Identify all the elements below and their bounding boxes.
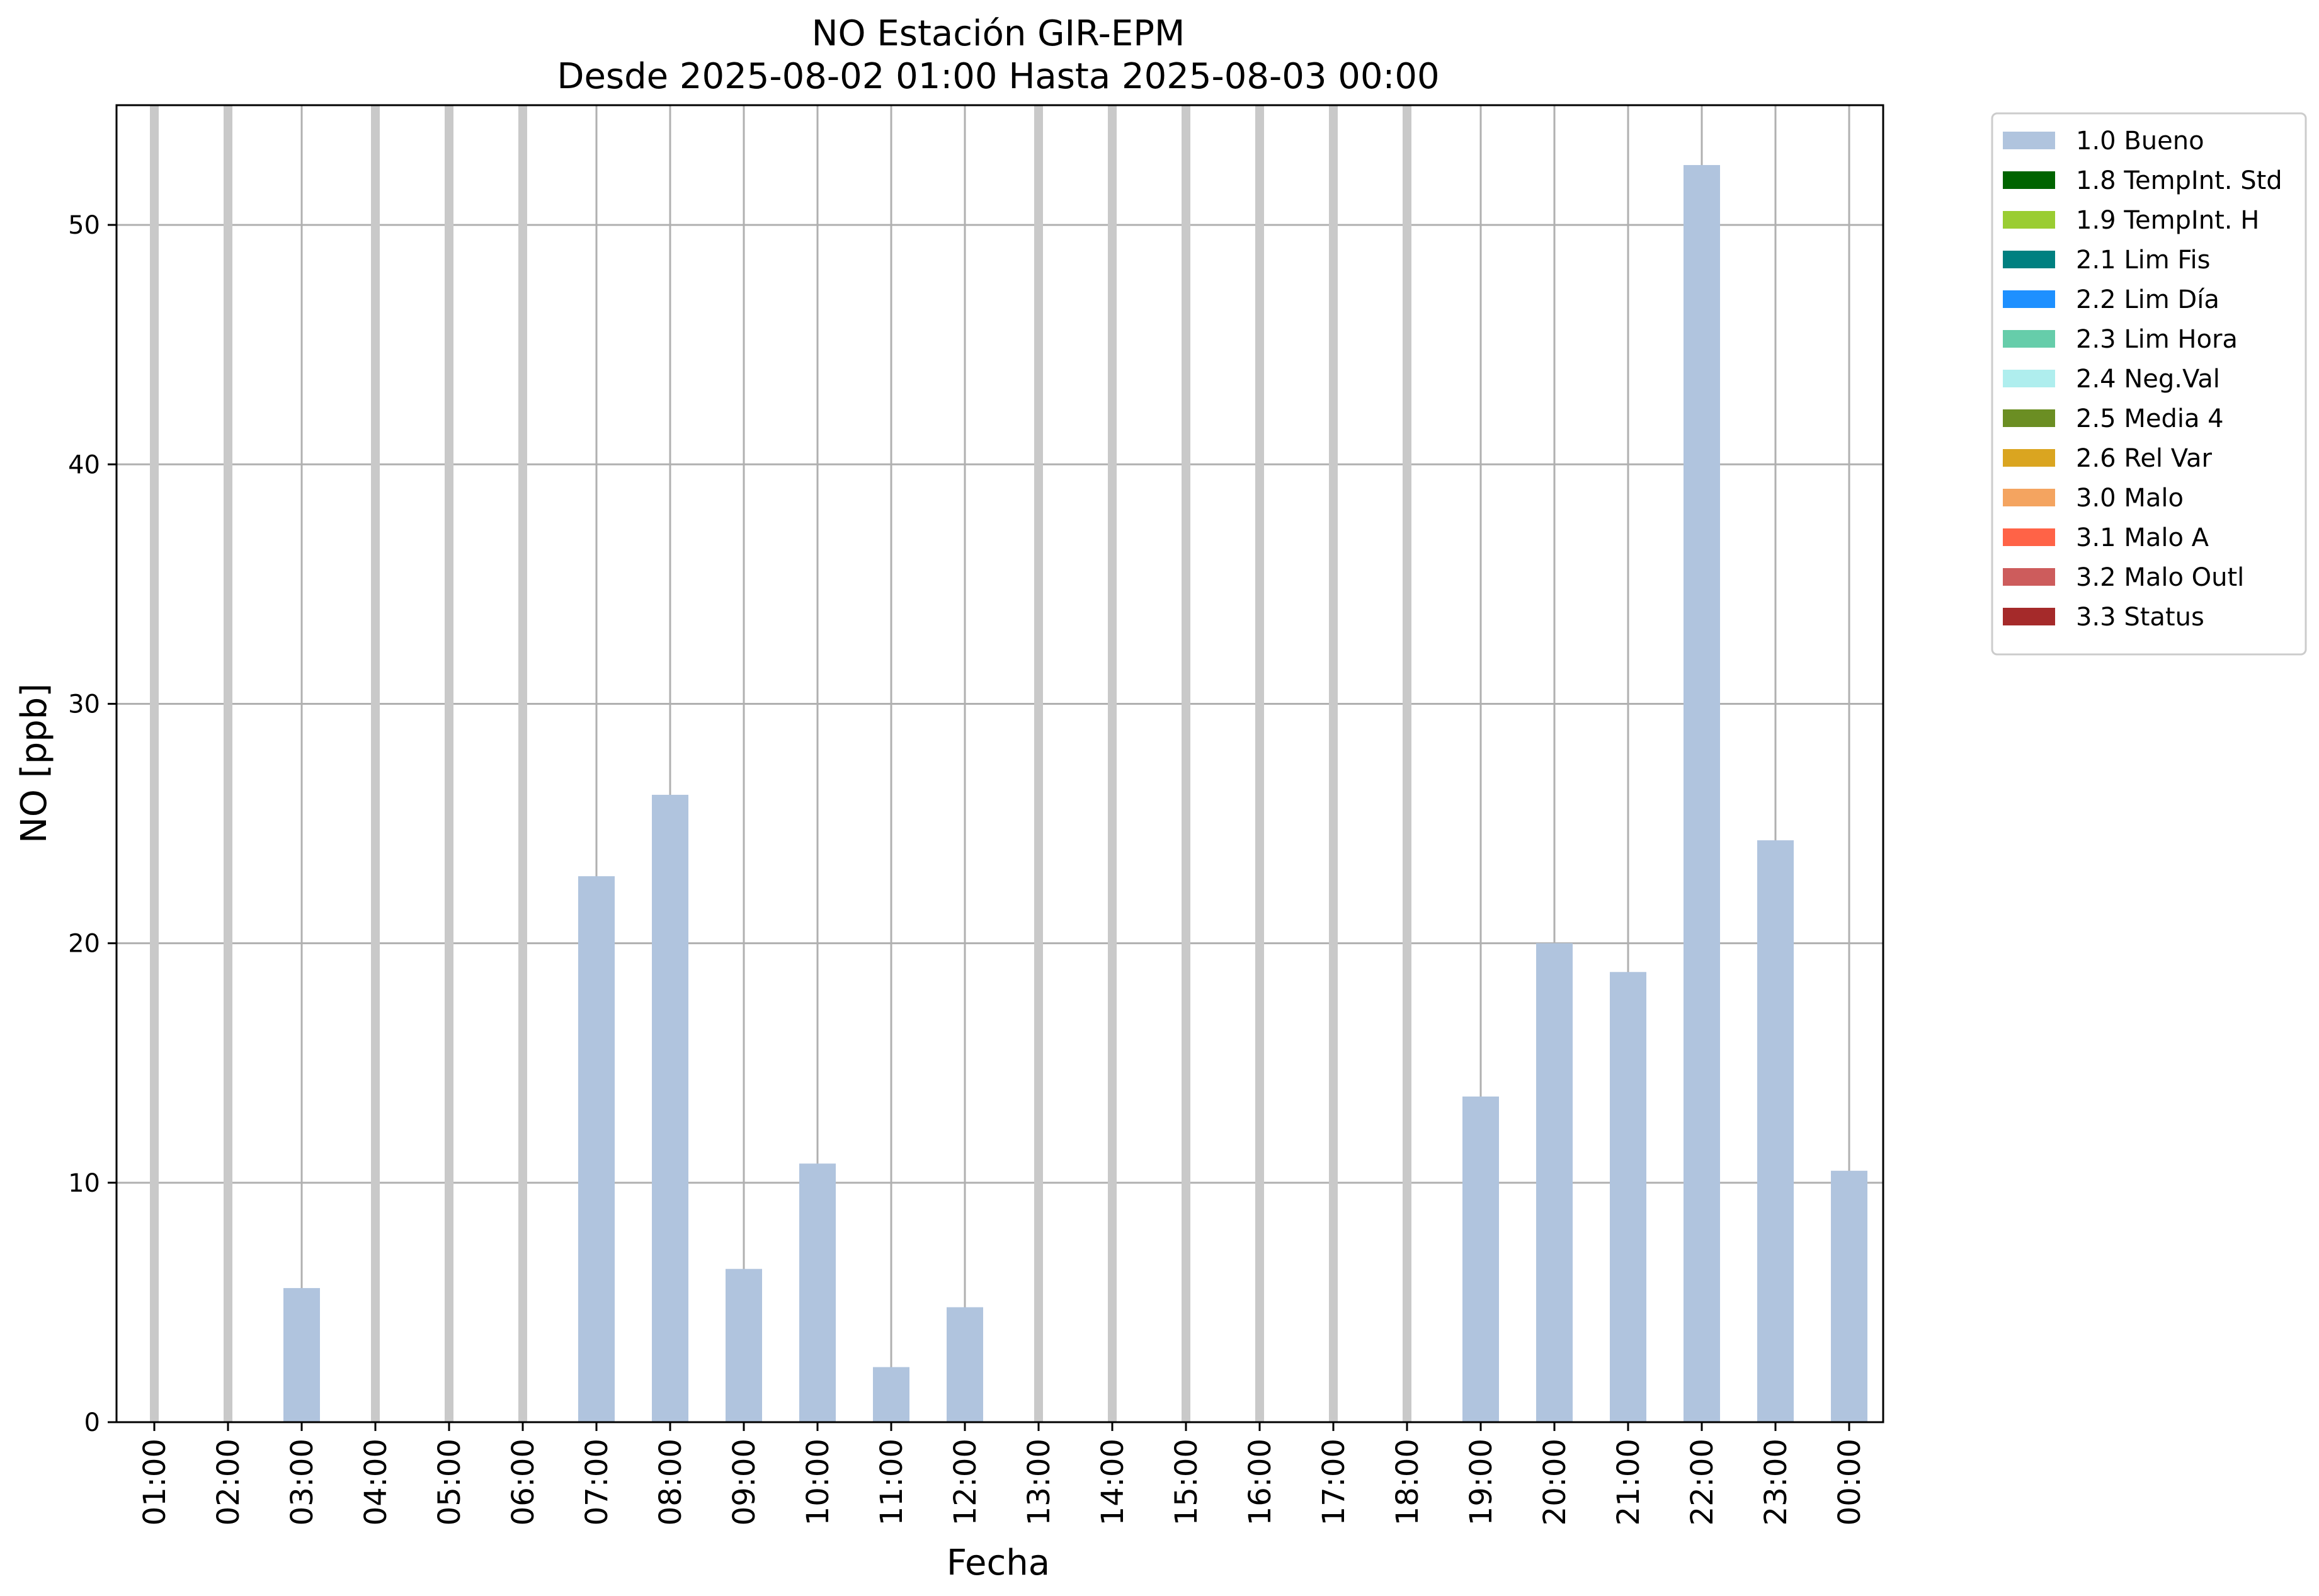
x-tick-label: 19:00	[1464, 1439, 1499, 1525]
bar	[1610, 972, 1646, 1422]
x-tick-label: 03:00	[285, 1439, 320, 1525]
x-tick-label: 15:00	[1169, 1439, 1204, 1525]
legend-swatch	[2003, 211, 2055, 229]
chart-subtitle: Desde 2025-08-02 01:00 Hasta 2025-08-03 …	[557, 56, 1439, 97]
missing-hour-marker	[1255, 105, 1264, 1422]
y-axis-title: NO [ppb]	[14, 683, 55, 843]
bar	[1757, 840, 1794, 1422]
legend-swatch	[2003, 370, 2055, 387]
bar	[283, 1288, 320, 1422]
x-tick-label: 13:00	[1022, 1439, 1057, 1525]
x-tick-label: 20:00	[1537, 1439, 1573, 1525]
bar	[1831, 1170, 1867, 1422]
legend-label: 2.2 Lim Día	[2076, 285, 2219, 314]
missing-hour-marker	[150, 105, 159, 1422]
x-tick-label: 11:00	[874, 1439, 909, 1525]
legend-label: 3.1 Malo A	[2076, 523, 2209, 552]
missing-hour-marker	[445, 105, 453, 1422]
x-tick-label: 10:00	[801, 1439, 836, 1525]
plot-background	[117, 105, 1883, 1422]
missing-hour-marker	[518, 105, 527, 1422]
missing-hour-marker	[1034, 105, 1043, 1422]
x-tick-label: 04:00	[358, 1439, 394, 1525]
legend-label: 2.4 Neg.Val	[2076, 365, 2220, 394]
missing-hour-marker	[371, 105, 380, 1422]
x-tick-label: 00:00	[1832, 1439, 1867, 1525]
y-tick-label: 40	[68, 450, 100, 479]
legend-label: 2.5 Media 4	[2076, 404, 2224, 433]
plot-border	[115, 104, 1884, 1423]
chart-title: NO Estación GIR-EPM	[812, 13, 1185, 54]
plot-frame	[115, 104, 1884, 1423]
y-tick-label: 30	[68, 690, 100, 719]
x-tick-label: 06:00	[506, 1439, 541, 1525]
legend-swatch	[2003, 568, 2055, 586]
legend-label: 1.8 TempInt. Std	[2076, 166, 2282, 195]
y-tick-label: 50	[68, 211, 100, 240]
legend-swatch	[2003, 330, 2055, 348]
legend-swatch	[2003, 251, 2055, 268]
missing-hour-marker	[224, 105, 232, 1422]
legend-swatch	[2003, 409, 2055, 427]
y-tick-label: 10	[68, 1169, 100, 1198]
bar	[1684, 165, 1720, 1423]
missing-hour-marker	[1329, 105, 1338, 1422]
bar	[947, 1307, 983, 1422]
bar	[1536, 943, 1573, 1422]
x-tick-label: 02:00	[211, 1439, 246, 1525]
legend-label: 1.0 Bueno	[2076, 127, 2204, 156]
x-tick-label: 17:00	[1316, 1439, 1352, 1525]
missing-hour-marker	[1182, 105, 1190, 1422]
x-tick-label: 07:00	[579, 1439, 615, 1525]
x-tick-label: 21:00	[1611, 1439, 1646, 1525]
bar	[578, 876, 615, 1422]
plot-area	[117, 105, 1883, 1422]
missing-hour-marker	[1108, 105, 1117, 1422]
bar	[873, 1367, 909, 1422]
x-tick-label: 16:00	[1243, 1439, 1278, 1525]
missing-hour-markers	[150, 105, 1411, 1422]
legend-label: 2.6 Rel Var	[2076, 444, 2213, 473]
legend-swatch	[2003, 290, 2055, 308]
legend: 1.0 Bueno 1.8 TempInt. Std 1.9 TempInt. H 2…	[1991, 112, 2307, 656]
bar	[652, 794, 688, 1422]
bar	[1462, 1096, 1499, 1422]
y-tick-label: 0	[84, 1408, 100, 1437]
legend-label: 2.3 Lim Hora	[2076, 325, 2238, 354]
legend-swatch	[2003, 171, 2055, 189]
legend-swatch	[2003, 489, 2055, 506]
x-tick-label: 12:00	[948, 1439, 983, 1525]
legend-label: 3.0 Malo	[2076, 484, 2184, 513]
y-axis-ticks: 0 10 20 30 40 50	[68, 211, 117, 1437]
x-tick-label: 14:00	[1095, 1439, 1131, 1525]
legend-swatch	[2003, 132, 2055, 149]
missing-hour-marker	[1403, 105, 1411, 1422]
y-tick-label: 20	[68, 930, 100, 959]
legend-swatch	[2003, 528, 2055, 546]
x-tick-label: 01:00	[137, 1439, 173, 1525]
x-tick-label: 09:00	[727, 1439, 762, 1525]
bar	[799, 1163, 836, 1422]
legend-label: 1.9 TempInt. H	[2076, 206, 2259, 235]
legend-swatch	[2003, 608, 2055, 625]
x-tick-label: 23:00	[1758, 1439, 1794, 1525]
legend-box	[1991, 112, 2307, 656]
x-axis-ticks: 01:00 02:00 03:00 04:00 05:00 06:00 07:00 08:00…	[137, 1422, 1867, 1525]
x-tick-label: 18:00	[1390, 1439, 1425, 1525]
x-tick-label: 08:00	[653, 1439, 688, 1525]
x-tick-label: 22:00	[1685, 1439, 1720, 1525]
bar	[726, 1268, 762, 1422]
x-axis-title: Fecha	[947, 1542, 1050, 1583]
bars	[283, 165, 1867, 1423]
legend-label: 3.3 Status	[2076, 603, 2204, 632]
legend-label: 2.1 Lim Fis	[2076, 246, 2210, 275]
legend-label: 3.2 Malo Outl	[2076, 563, 2244, 592]
legend-swatch	[2003, 449, 2055, 467]
x-tick-label: 05:00	[432, 1439, 467, 1525]
